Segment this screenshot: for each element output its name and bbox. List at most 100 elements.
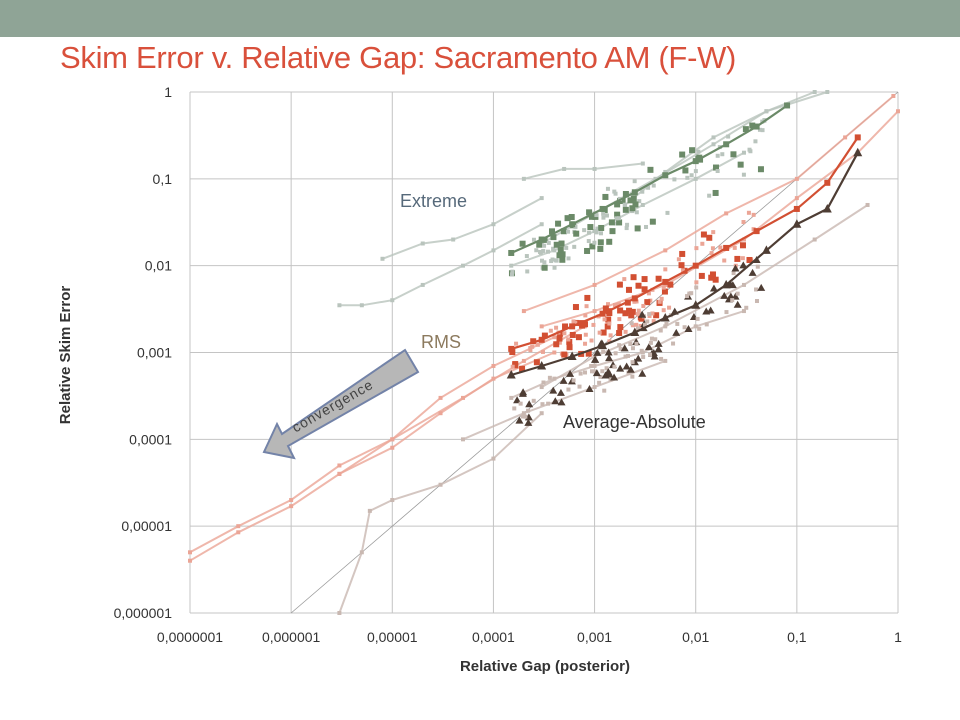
cluster-point xyxy=(602,317,607,322)
cluster-point xyxy=(636,308,641,313)
cluster-point xyxy=(588,213,595,220)
cluster-point xyxy=(646,185,651,190)
cluster-point xyxy=(612,303,617,308)
cluster-point xyxy=(586,230,591,235)
cluster-point xyxy=(739,261,748,269)
cluster-point xyxy=(589,243,596,250)
cluster-point xyxy=(566,387,571,392)
cluster-point xyxy=(509,272,514,277)
cluster-point xyxy=(589,364,594,369)
cluster-point xyxy=(613,221,618,226)
cluster-point xyxy=(606,310,613,317)
cluster-point xyxy=(604,366,609,371)
cluster-point xyxy=(597,239,604,246)
series-point xyxy=(552,350,557,355)
series-point xyxy=(460,263,465,268)
cluster-point xyxy=(541,380,546,385)
cluster-point xyxy=(685,294,690,299)
cluster-point xyxy=(634,299,639,304)
cluster-point xyxy=(712,164,719,171)
series-point xyxy=(663,358,668,363)
cluster-point xyxy=(655,275,662,282)
series-point xyxy=(663,169,668,174)
cluster-point xyxy=(541,248,546,253)
series-point xyxy=(491,248,496,253)
cluster-point xyxy=(583,370,588,375)
series-point xyxy=(741,309,746,314)
series-point xyxy=(390,437,395,442)
cluster-point xyxy=(648,340,653,345)
cluster-point xyxy=(625,222,630,227)
cluster-point xyxy=(737,161,744,168)
cluster-point xyxy=(536,241,543,248)
cluster-point xyxy=(704,322,709,327)
cluster-point xyxy=(554,325,559,330)
series-point xyxy=(692,262,699,269)
series-line-rms xyxy=(189,336,555,554)
series-point xyxy=(552,376,557,381)
cluster-point xyxy=(556,252,563,259)
series-point xyxy=(337,303,342,308)
y-tick-label: 0,000001 xyxy=(114,605,173,621)
cluster-point xyxy=(663,267,668,272)
y-tick-label: 0,0001 xyxy=(129,431,172,447)
series-point xyxy=(337,471,342,476)
cluster-point xyxy=(585,385,594,393)
series-point xyxy=(491,222,496,227)
cluster-point xyxy=(583,313,588,318)
cluster-point xyxy=(679,151,686,158)
cluster-point xyxy=(528,348,533,353)
series-point xyxy=(824,179,831,186)
cluster-point xyxy=(644,343,653,351)
cluster-point xyxy=(525,400,534,408)
cluster-point xyxy=(539,258,544,263)
cluster-point xyxy=(608,219,615,226)
series-line-average_absolute xyxy=(510,310,745,399)
series-point xyxy=(236,530,241,535)
cluster-point xyxy=(695,316,700,321)
cluster-point xyxy=(637,199,642,204)
cluster-point xyxy=(684,325,693,333)
series-point xyxy=(538,336,545,343)
series-point xyxy=(539,385,544,390)
series-point xyxy=(794,196,799,201)
cluster-point xyxy=(560,228,567,235)
cluster-point xyxy=(641,276,648,283)
cluster-point xyxy=(707,193,712,198)
cluster-point xyxy=(530,344,535,349)
cluster-point xyxy=(659,296,664,301)
cluster-point xyxy=(602,388,607,393)
cluster-point xyxy=(634,322,639,327)
cluster-point xyxy=(542,260,547,265)
y-axis-title: Relative Skim Error xyxy=(57,286,74,425)
cluster-point xyxy=(733,300,742,308)
series-line-average_absolute xyxy=(510,152,859,377)
cluster-point xyxy=(694,246,699,251)
cluster-point xyxy=(559,251,566,258)
cluster-point xyxy=(753,139,758,144)
cluster-point xyxy=(689,173,694,178)
cluster-point xyxy=(614,216,619,221)
cluster-point xyxy=(616,302,621,307)
series-point xyxy=(592,354,597,359)
cluster-point xyxy=(571,319,576,324)
series-point xyxy=(711,135,716,140)
cluster-point xyxy=(557,398,566,406)
cluster-point xyxy=(540,349,545,354)
cluster-point xyxy=(601,349,606,354)
cluster-point xyxy=(742,126,749,133)
y-tick-label: 0,001 xyxy=(137,345,172,361)
cluster-point xyxy=(555,220,562,227)
series-point xyxy=(663,282,668,287)
series-point xyxy=(592,229,597,234)
cluster-point xyxy=(731,271,736,276)
y-tick-label: 0,01 xyxy=(145,258,172,274)
cluster-point xyxy=(566,229,571,234)
cluster-point xyxy=(519,240,526,247)
series-point xyxy=(438,482,443,487)
cluster-point xyxy=(757,166,764,173)
cluster-point xyxy=(617,307,624,314)
cluster-point xyxy=(513,396,522,404)
cluster-point xyxy=(556,388,565,396)
series-point xyxy=(539,222,544,227)
